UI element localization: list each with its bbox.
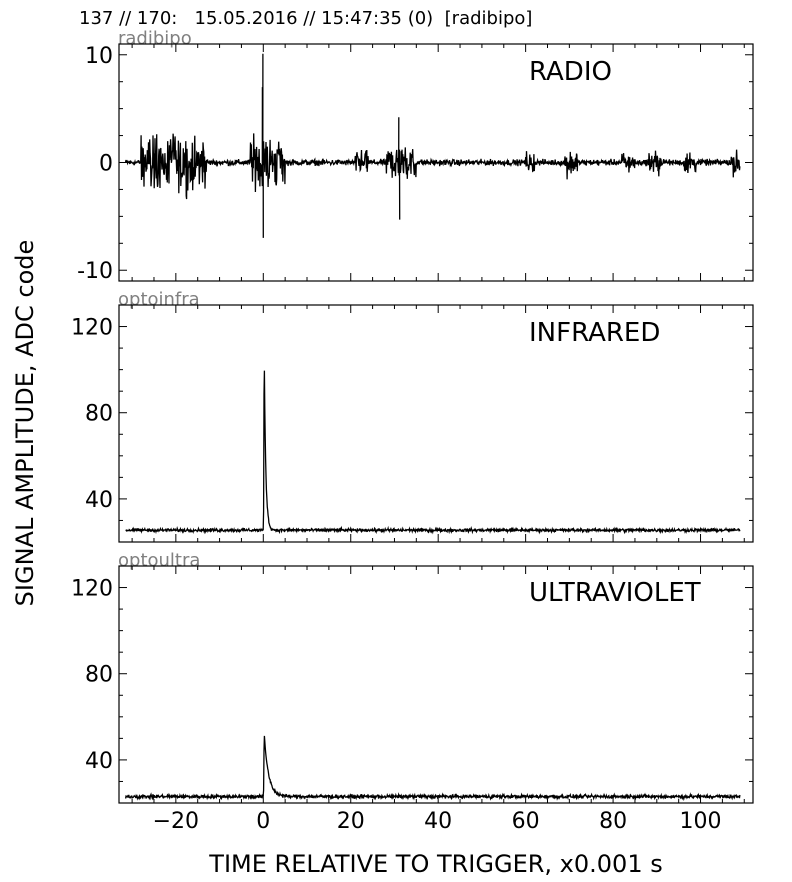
y-tick-label: 40 [85, 488, 113, 513]
y-tick-label: 40 [85, 749, 113, 774]
panel-infrared: optoinfra 40 80 120 INFRARED [71, 289, 754, 543]
panel-title: ULTRAVIOLET [529, 578, 701, 608]
y-tick-label: 80 [85, 663, 113, 688]
y-tick-label: 10 [85, 44, 113, 69]
y-axis-label: SIGNAL AMPLITUDE, ADC code [11, 240, 39, 607]
axis-ticks [119, 44, 753, 281]
plot-header: 137 // 170: 15.05.2016 // 15:47:35 (0) [… [79, 8, 533, 29]
plot-frame [118, 565, 754, 804]
axis-ticks [119, 304, 753, 543]
panel-title: INFRARED [529, 318, 660, 348]
x-tick-label: 0 [256, 809, 270, 834]
y-tick-label: 120 [71, 316, 113, 341]
axis-ticks [119, 565, 753, 804]
plot-frame [118, 43, 754, 282]
signal-trace [125, 370, 741, 535]
y-tick-label: -10 [77, 259, 113, 284]
x-tick-label: 80 [599, 809, 627, 834]
x-tick-labels: −20 0 20 40 60 80 100 [153, 809, 722, 834]
signal-trace [124, 735, 741, 802]
x-tick-label: 40 [424, 809, 452, 834]
panel-radio: radibipo -10 0 10 RADIO [77, 28, 754, 284]
x-tick-label: 20 [337, 809, 365, 834]
y-tick-labels: -10 0 10 [77, 44, 113, 284]
y-tick-label: 80 [85, 402, 113, 427]
channel-label: radibipo [118, 28, 192, 49]
x-tick-label: 60 [512, 809, 540, 834]
y-tick-label: 0 [99, 152, 113, 177]
x-tick-label: 100 [680, 809, 722, 834]
channel-label: optoinfra [118, 289, 200, 310]
panel-ultraviolet: optoultra 40 80 120 ULTRAVIOLET [71, 550, 754, 804]
y-tick-labels: 40 80 120 [71, 316, 113, 513]
signal-trace [124, 53, 741, 238]
y-tick-label: 120 [71, 577, 113, 602]
y-tick-labels: 40 80 120 [71, 577, 113, 774]
channel-label: optoultra [118, 550, 200, 571]
x-tick-label: −20 [153, 809, 199, 834]
plot-frame [118, 304, 754, 543]
panel-title: RADIO [529, 57, 612, 87]
x-axis-label: TIME RELATIVE TO TRIGGER, x0.001 s [208, 850, 662, 878]
